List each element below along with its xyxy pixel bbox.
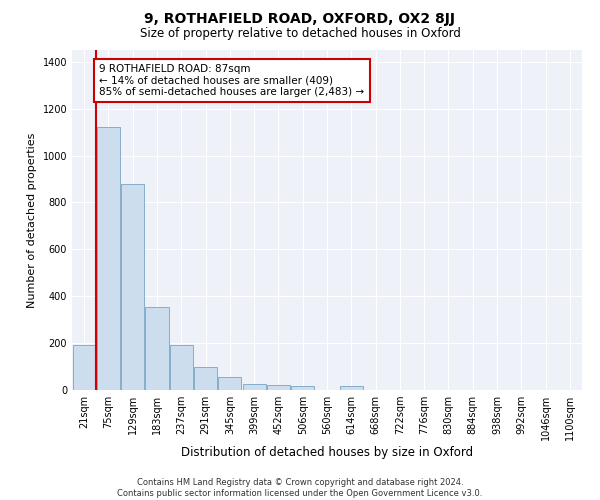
Text: 9 ROTHAFIELD ROAD: 87sqm
← 14% of detached houses are smaller (409)
85% of semi-: 9 ROTHAFIELD ROAD: 87sqm ← 14% of detach…: [99, 64, 364, 98]
Bar: [291, 386, 314, 390]
Bar: [242, 384, 266, 390]
Text: Size of property relative to detached houses in Oxford: Size of property relative to detached ho…: [140, 28, 460, 40]
X-axis label: Distribution of detached houses by size in Oxford: Distribution of detached houses by size …: [181, 446, 473, 458]
Bar: [73, 346, 95, 390]
Y-axis label: Number of detached properties: Number of detached properties: [27, 132, 37, 308]
Text: 9, ROTHAFIELD ROAD, OXFORD, OX2 8JJ: 9, ROTHAFIELD ROAD, OXFORD, OX2 8JJ: [145, 12, 455, 26]
Bar: [267, 386, 290, 390]
Bar: [218, 377, 241, 390]
Bar: [194, 366, 217, 390]
Bar: [121, 184, 144, 390]
Bar: [97, 128, 120, 390]
Text: Contains HM Land Registry data © Crown copyright and database right 2024.
Contai: Contains HM Land Registry data © Crown c…: [118, 478, 482, 498]
Bar: [145, 307, 169, 390]
Bar: [170, 346, 193, 390]
Bar: [340, 386, 363, 390]
